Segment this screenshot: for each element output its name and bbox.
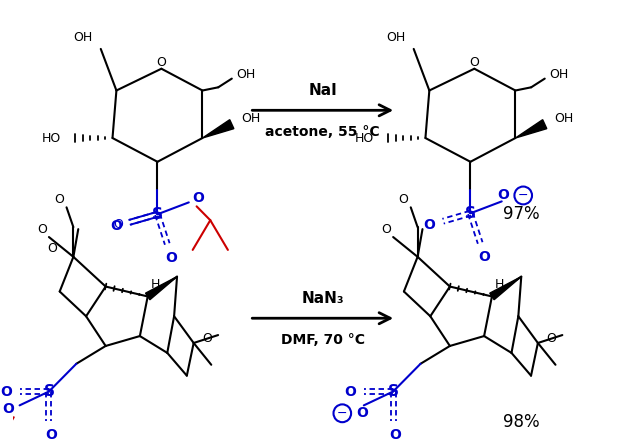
Text: OH: OH bbox=[548, 68, 568, 81]
Text: OH: OH bbox=[555, 112, 574, 125]
Text: O: O bbox=[2, 402, 14, 417]
Text: 98%: 98% bbox=[503, 413, 540, 431]
Text: O: O bbox=[37, 222, 47, 235]
Text: OH: OH bbox=[236, 68, 255, 81]
Text: O: O bbox=[202, 332, 212, 344]
Polygon shape bbox=[490, 277, 521, 300]
Text: O: O bbox=[381, 222, 391, 235]
Text: HO: HO bbox=[355, 132, 374, 145]
Text: H: H bbox=[151, 278, 160, 291]
Text: O: O bbox=[47, 243, 57, 255]
Polygon shape bbox=[202, 120, 234, 138]
Text: O: O bbox=[398, 193, 408, 206]
Text: O: O bbox=[54, 193, 63, 206]
Text: S: S bbox=[44, 384, 54, 399]
Text: NaN₃: NaN₃ bbox=[301, 291, 344, 306]
Text: O: O bbox=[356, 406, 368, 420]
Text: O: O bbox=[469, 56, 479, 69]
Text: O: O bbox=[424, 218, 435, 232]
Text: O: O bbox=[165, 251, 177, 265]
Text: OH: OH bbox=[387, 31, 406, 44]
Text: S: S bbox=[388, 384, 399, 399]
Text: O: O bbox=[0, 384, 12, 399]
Text: HO: HO bbox=[42, 132, 61, 145]
Text: 97%: 97% bbox=[503, 205, 540, 223]
Text: O: O bbox=[389, 428, 401, 442]
Text: −: − bbox=[518, 189, 529, 202]
Text: OH: OH bbox=[242, 112, 261, 125]
Text: O: O bbox=[344, 384, 356, 399]
Polygon shape bbox=[515, 120, 547, 138]
Text: O: O bbox=[478, 250, 490, 264]
Text: DMF, 70 °C: DMF, 70 °C bbox=[281, 333, 365, 347]
Text: H: H bbox=[495, 278, 504, 291]
Text: S: S bbox=[465, 206, 476, 221]
Text: −: − bbox=[337, 407, 348, 420]
Text: O: O bbox=[156, 56, 166, 69]
Text: acetone, 55 °C: acetone, 55 °C bbox=[266, 125, 380, 139]
Text: O: O bbox=[498, 188, 509, 202]
Text: OH: OH bbox=[74, 31, 93, 44]
Text: O: O bbox=[113, 218, 124, 231]
Text: O: O bbox=[45, 428, 57, 442]
Text: O: O bbox=[193, 191, 205, 206]
Text: O: O bbox=[547, 332, 557, 344]
Polygon shape bbox=[145, 277, 177, 300]
Text: O: O bbox=[111, 219, 122, 233]
Text: NaI: NaI bbox=[308, 83, 337, 98]
Text: S: S bbox=[152, 207, 163, 222]
